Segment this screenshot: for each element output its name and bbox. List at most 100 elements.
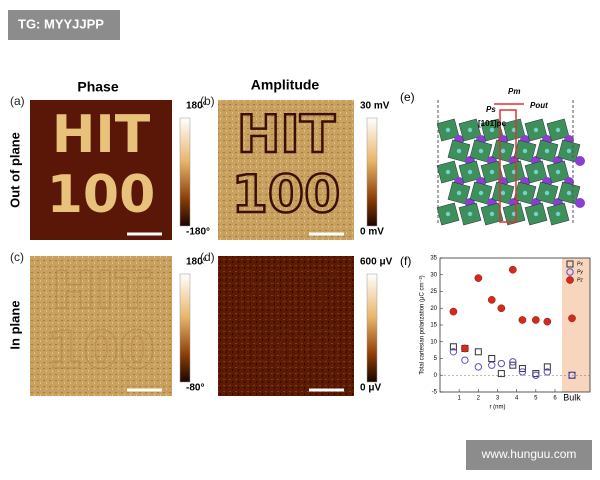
atom-b bbox=[500, 190, 506, 196]
atom-b bbox=[511, 127, 517, 133]
point bbox=[568, 371, 576, 379]
point bbox=[474, 363, 483, 371]
structure-text: Pm bbox=[508, 87, 520, 96]
atom-b bbox=[489, 127, 495, 133]
atom-b bbox=[544, 148, 550, 154]
bulk-label: Bulk bbox=[563, 392, 581, 402]
atom-b bbox=[566, 148, 572, 154]
atom-b bbox=[511, 169, 517, 175]
point bbox=[543, 368, 552, 376]
point bbox=[518, 365, 526, 373]
point bbox=[532, 370, 540, 378]
pattern-text: HIT bbox=[237, 261, 336, 321]
column-title: Amplitude bbox=[251, 77, 320, 93]
point bbox=[508, 265, 517, 274]
point bbox=[543, 363, 551, 371]
point bbox=[449, 343, 457, 351]
atom-a bbox=[575, 198, 585, 208]
legend-marker bbox=[566, 268, 574, 276]
point bbox=[518, 316, 527, 324]
atom-b bbox=[467, 169, 473, 175]
y-tick-label: -5 bbox=[432, 390, 438, 396]
atom-b bbox=[467, 211, 473, 217]
watermark: TG: MYYJJPP bbox=[18, 16, 104, 31]
y-tick-label: 25 bbox=[430, 289, 437, 295]
x-axis-label: r (nm) bbox=[490, 405, 506, 411]
pattern-text: 100 bbox=[47, 165, 156, 225]
atom-b bbox=[522, 148, 528, 154]
atom-b bbox=[511, 211, 517, 217]
atom-b bbox=[555, 127, 561, 133]
atom-b bbox=[478, 148, 484, 154]
scale-min: 0 μV bbox=[360, 383, 381, 394]
colorbar bbox=[179, 273, 191, 383]
structure bbox=[436, 118, 585, 226]
panel-label: (c) bbox=[10, 250, 24, 264]
point bbox=[474, 274, 483, 282]
scale-max: 600 μV bbox=[360, 257, 393, 268]
x-tick-label: 4 bbox=[515, 396, 519, 402]
point bbox=[449, 348, 458, 356]
atom-b bbox=[533, 211, 539, 217]
pattern-text: HIT bbox=[52, 105, 151, 165]
atom-b bbox=[555, 169, 561, 175]
point bbox=[487, 296, 496, 304]
point bbox=[509, 361, 517, 369]
atom-b bbox=[566, 190, 572, 196]
point bbox=[509, 358, 517, 366]
point bbox=[497, 304, 506, 313]
scale-max: 30 mV bbox=[360, 101, 390, 112]
structure-text: Ps bbox=[486, 105, 496, 114]
bulk-region bbox=[562, 258, 590, 392]
point bbox=[543, 317, 552, 326]
point bbox=[518, 368, 527, 376]
scale-min: -180° bbox=[186, 227, 210, 238]
atom-b bbox=[522, 190, 528, 196]
panel-label: (d) bbox=[200, 250, 215, 264]
atom-b bbox=[478, 190, 484, 196]
point bbox=[474, 348, 482, 356]
pattern-text: 100 bbox=[47, 321, 156, 381]
atom-b bbox=[445, 169, 451, 175]
atom-b bbox=[544, 190, 550, 196]
x-tick-label: 1 bbox=[457, 396, 461, 402]
watermark-box bbox=[8, 10, 120, 40]
atom-b bbox=[445, 211, 451, 217]
scale-min: 0 mV bbox=[360, 227, 384, 238]
y-tick-label: 0 bbox=[434, 373, 438, 379]
atom-b bbox=[456, 148, 462, 154]
legend-label: Py bbox=[577, 269, 583, 275]
point bbox=[461, 344, 469, 353]
point bbox=[497, 370, 505, 378]
highlight bbox=[499, 109, 517, 223]
atom-b bbox=[533, 127, 539, 133]
x-tick-label: 2 bbox=[477, 396, 481, 402]
atom-b bbox=[456, 190, 462, 196]
structure-text: [101̄]pc bbox=[478, 119, 507, 128]
panel-label: (f) bbox=[400, 254, 411, 268]
panel-label: (b) bbox=[200, 94, 215, 108]
row-title: Out of plane bbox=[7, 132, 22, 208]
x-tick-label: 3 bbox=[496, 396, 500, 402]
y-tick-label: 30 bbox=[430, 272, 437, 278]
y-tick-label: 5 bbox=[434, 356, 438, 362]
legend-marker bbox=[566, 276, 574, 284]
atom-b bbox=[467, 127, 473, 133]
pattern-text: 100 bbox=[232, 321, 341, 381]
legend-label: Px bbox=[577, 261, 583, 267]
footer-box bbox=[466, 440, 592, 470]
pattern-text: HIT bbox=[52, 261, 151, 321]
point bbox=[488, 355, 496, 362]
x-tick-label: 6 bbox=[553, 396, 557, 402]
atom-b bbox=[489, 211, 495, 217]
x-tick-label: 5 bbox=[534, 396, 538, 402]
atom-b bbox=[489, 169, 495, 175]
structure-text: Pout bbox=[530, 101, 548, 110]
atom-b bbox=[500, 148, 506, 154]
legend-marker bbox=[566, 260, 574, 268]
y-tick-label: 15 bbox=[430, 323, 437, 329]
atom-b bbox=[555, 211, 561, 217]
atom-b bbox=[533, 169, 539, 175]
point bbox=[461, 356, 469, 364]
